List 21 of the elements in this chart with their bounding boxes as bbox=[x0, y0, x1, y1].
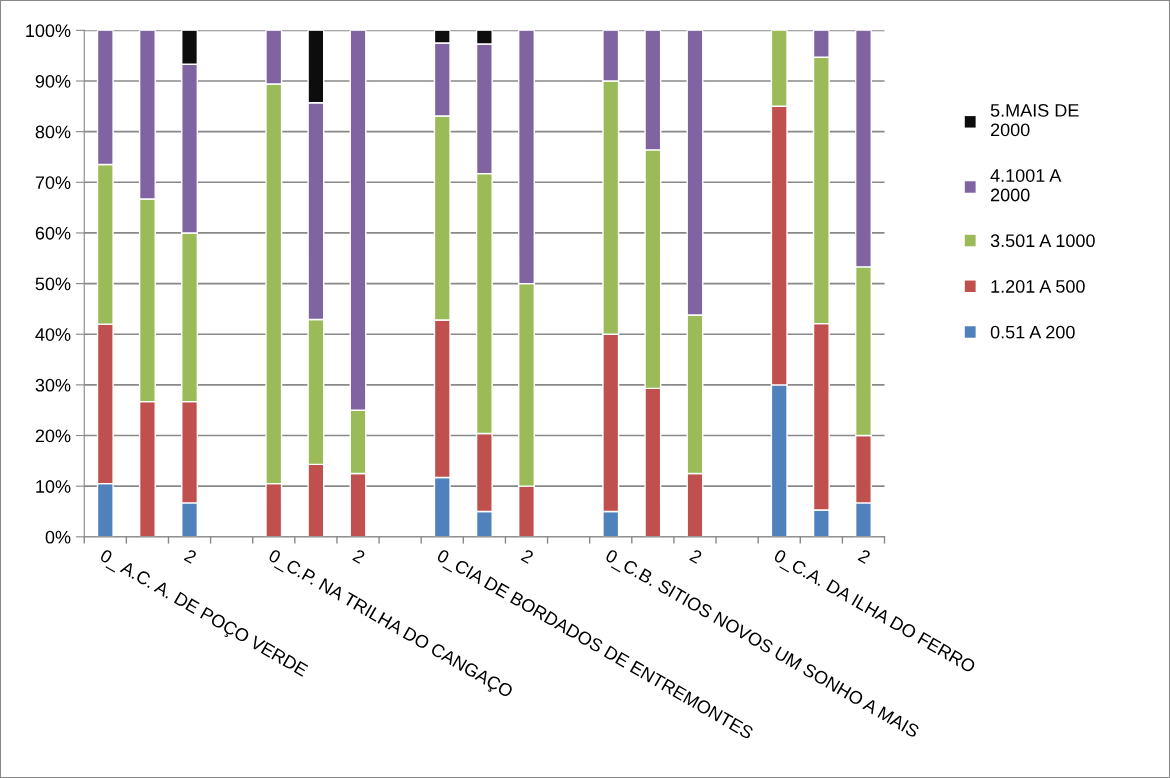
legend-label: 4.1001 A 2000 bbox=[990, 169, 1062, 202]
y-tick-label: 0% bbox=[45, 530, 71, 544]
y-tick-label: 30% bbox=[35, 378, 71, 392]
y-tick-label: 10% bbox=[36, 480, 71, 493]
legend-label: 3.501 A 1000 bbox=[990, 234, 1095, 248]
x-tick-label: 2 bbox=[857, 548, 872, 564]
x-tick-label: 2 bbox=[183, 548, 198, 564]
y-tick-label: 80% bbox=[35, 125, 71, 139]
y-tick-label: 50% bbox=[35, 277, 71, 291]
y-tick-label: 90% bbox=[35, 74, 71, 88]
y-tick-label: 40% bbox=[35, 328, 71, 341]
y-tick-label: 60% bbox=[35, 226, 71, 240]
y-tick-label: 70% bbox=[35, 176, 71, 190]
y-tick-label: 100% bbox=[26, 24, 71, 38]
legend-label: 0.51 A 200 bbox=[990, 325, 1075, 339]
y-tick-label: 20% bbox=[35, 429, 71, 443]
x-tick-label: 2 bbox=[520, 548, 535, 564]
x-tick-label: 2 bbox=[689, 548, 703, 564]
x-tick-label: 2 bbox=[352, 548, 366, 564]
legend-label: 5.MAIS DE 2000 bbox=[990, 103, 1079, 137]
legend-label: 1.201 A 500 bbox=[991, 280, 1085, 293]
